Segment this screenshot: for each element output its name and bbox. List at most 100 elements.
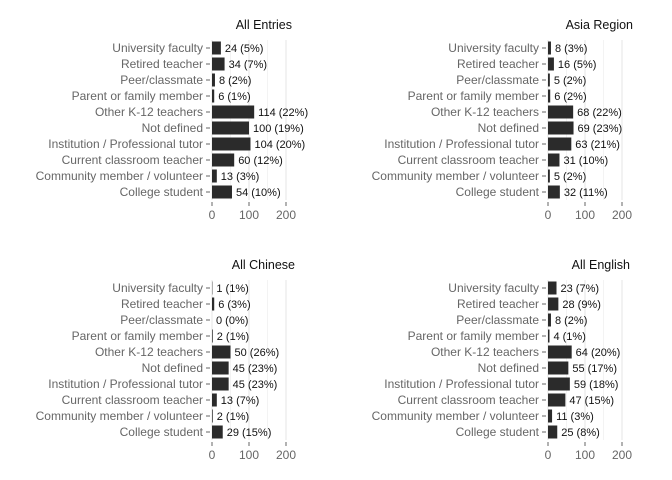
category-label: Current classroom teacher <box>62 393 203 407</box>
bar <box>212 73 215 87</box>
x-tick-label: 100 <box>575 208 595 222</box>
panel-2: Asia Region University faculty 8 (3%) Retir… <box>372 18 633 222</box>
bar <box>548 41 551 55</box>
data-label: 24 (5%) <box>225 43 264 55</box>
category-label: Current classroom teacher <box>398 153 539 167</box>
data-label: 50 (26%) <box>235 347 280 359</box>
data-label: 114 (22%) <box>258 107 308 119</box>
data-label: 34 (7%) <box>229 59 268 71</box>
category-label: Other K-12 teachers <box>431 105 539 119</box>
bar <box>212 409 213 423</box>
bar <box>548 377 570 391</box>
data-label: 1 (1%) <box>216 283 248 295</box>
data-label: 45 (23%) <box>233 379 278 391</box>
data-label: 5 (2%) <box>554 75 586 87</box>
bar <box>548 121 574 135</box>
category-label: Community member / volunteer <box>36 169 203 183</box>
bar <box>548 361 569 375</box>
category-label: Peer/classmate <box>120 313 203 327</box>
data-label: 6 (1%) <box>218 91 250 103</box>
category-label: Not defined <box>142 121 203 135</box>
data-label: 16 (5%) <box>558 59 597 71</box>
category-label: Retired teacher <box>457 57 539 71</box>
x-tick-label: 200 <box>612 208 632 222</box>
data-label: 13 (3%) <box>221 171 260 183</box>
category-label: Not defined <box>478 121 539 135</box>
x-tick-label: 100 <box>239 448 259 462</box>
data-label: 25 (8%) <box>561 427 600 439</box>
bar <box>212 361 229 375</box>
x-tick-label: 0 <box>209 208 216 222</box>
data-label: 69 (23%) <box>578 123 623 135</box>
category-label: Parent or family member <box>408 89 539 103</box>
bar <box>212 169 217 183</box>
bar <box>548 281 557 295</box>
category-label: College student <box>456 185 540 199</box>
x-tick-label: 200 <box>276 208 296 222</box>
category-label: University faculty <box>448 281 539 295</box>
data-label: 31 (10%) <box>563 155 608 167</box>
data-label: 8 (2%) <box>555 315 587 327</box>
category-label: Community member / volunteer <box>36 409 203 423</box>
bar <box>212 425 223 439</box>
x-tick-label: 0 <box>545 208 552 222</box>
category-label: College student <box>120 425 204 439</box>
bar <box>548 345 572 359</box>
bar <box>548 393 566 407</box>
bar <box>212 137 251 151</box>
category-label: Institution / Professional tutor <box>48 137 203 151</box>
category-label: Community member / volunteer <box>372 169 539 183</box>
bar <box>212 377 229 391</box>
bar <box>212 57 225 71</box>
bar <box>548 137 572 151</box>
x-tick-label: 200 <box>276 448 296 462</box>
category-label: Parent or family member <box>408 329 539 343</box>
data-label: 6 (2%) <box>554 91 586 103</box>
x-tick-label: 100 <box>575 448 595 462</box>
panel-3: All Chinese University faculty 1 (1%) Retir… <box>36 258 297 462</box>
category-label: Peer/classmate <box>456 73 539 87</box>
bar <box>548 169 550 183</box>
category-label: Institution / Professional tutor <box>384 377 539 391</box>
category-label: University faculty <box>112 281 203 295</box>
category-label: Institution / Professional tutor <box>48 377 203 391</box>
data-label: 8 (3%) <box>555 43 587 55</box>
bar <box>548 73 550 87</box>
data-label: 54 (10%) <box>236 187 281 199</box>
category-label: Other K-12 teachers <box>431 345 539 359</box>
bar <box>212 105 255 119</box>
panel-1: All Entries University faculty 24 (5%) Reti… <box>36 18 309 222</box>
bar <box>212 393 217 407</box>
x-tick-label: 200 <box>612 448 632 462</box>
data-label: 28 (9%) <box>562 299 601 311</box>
data-label: 6 (3%) <box>218 299 250 311</box>
bar <box>212 185 232 199</box>
data-label: 11 (3%) <box>556 411 594 423</box>
bar <box>212 41 221 55</box>
category-label: Retired teacher <box>121 297 203 311</box>
data-label: 47 (15%) <box>569 395 614 407</box>
data-label: 8 (2%) <box>219 75 251 87</box>
data-label: 2 (1%) <box>217 411 249 423</box>
category-label: College student <box>120 185 204 199</box>
bar <box>548 329 550 343</box>
data-label: 5 (2%) <box>554 171 586 183</box>
data-label: 32 (11%) <box>564 187 608 199</box>
bar <box>548 57 554 71</box>
data-label: 100 (19%) <box>253 123 304 135</box>
data-label: 63 (21%) <box>575 139 620 151</box>
bar <box>548 313 551 327</box>
bar <box>212 297 215 311</box>
category-label: Parent or family member <box>72 89 203 103</box>
bar <box>548 105 574 119</box>
category-label: Parent or family member <box>72 329 203 343</box>
category-label: Not defined <box>478 361 539 375</box>
panel-title: All Entries <box>236 18 292 32</box>
data-label: 60 (12%) <box>238 155 283 167</box>
data-label: 0 (0%) <box>216 315 248 327</box>
category-label: Institution / Professional tutor <box>384 137 539 151</box>
panel-4: All English University faculty 23 (7%) Reti… <box>372 258 633 462</box>
data-label: 4 (1%) <box>553 331 585 343</box>
x-tick-label: 100 <box>239 208 259 222</box>
category-label: Peer/classmate <box>456 313 539 327</box>
